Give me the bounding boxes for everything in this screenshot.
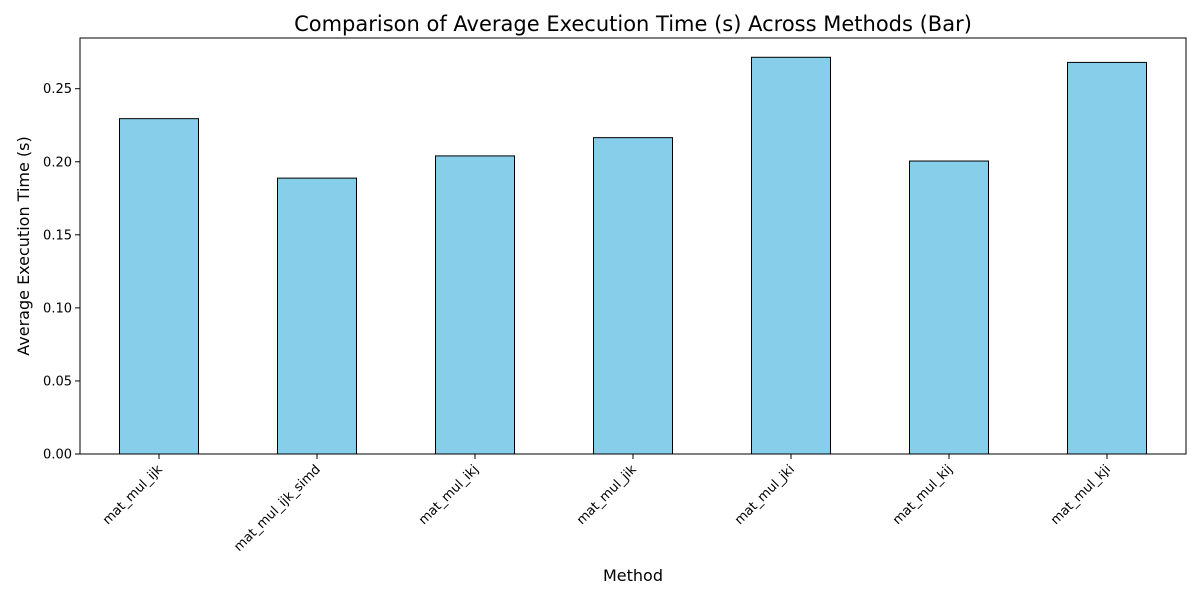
x-axis-title: Method xyxy=(603,566,663,585)
x-tick-label: mat_mul_jki xyxy=(732,462,798,528)
bar-mat_mul_ijk xyxy=(119,118,199,455)
x-tick-label: mat_mul_ijk xyxy=(100,462,166,528)
x-tick-label: mat_mul_ijk_simd xyxy=(231,462,323,554)
bar-mat_mul_jki xyxy=(751,56,831,455)
y-tick-label: 0.00 xyxy=(43,448,72,463)
y-tick-label: 0.15 xyxy=(43,228,72,243)
chart-title: Comparison of Average Execution Time (s)… xyxy=(294,12,972,36)
y-tick-label: 0.25 xyxy=(43,82,72,97)
x-tick-label: mat_mul_kij xyxy=(890,462,956,528)
x-tick-label: mat_mul_kji xyxy=(1048,462,1114,528)
y-tick-label: 0.05 xyxy=(43,374,72,389)
plot-frame xyxy=(79,37,1187,455)
bar-mat_mul_ijk_simd xyxy=(277,177,357,455)
bar-mat_mul_jik xyxy=(593,137,673,455)
y-tick-label: 0.20 xyxy=(43,155,72,170)
x-tick-label: mat_mul_ikj xyxy=(416,462,482,528)
x-axis: mat_mul_ijk mat_mul_ijk_simd mat_mul_ikj ma… xyxy=(100,454,1114,555)
y-axis: 0.00 0.05 0.10 0.15 0.20 0.25 xyxy=(43,82,80,463)
y-tick-label: 0.10 xyxy=(43,301,72,316)
bar-mat_mul_ikj xyxy=(435,155,515,455)
bar-mat_mul_kji xyxy=(1067,61,1147,455)
y-axis-title: Average Execution Time (s) xyxy=(14,136,33,355)
x-tick-label: mat_mul_jik xyxy=(574,462,640,528)
bars-group xyxy=(119,56,1147,455)
bar-mat_mul_kij xyxy=(909,160,989,455)
